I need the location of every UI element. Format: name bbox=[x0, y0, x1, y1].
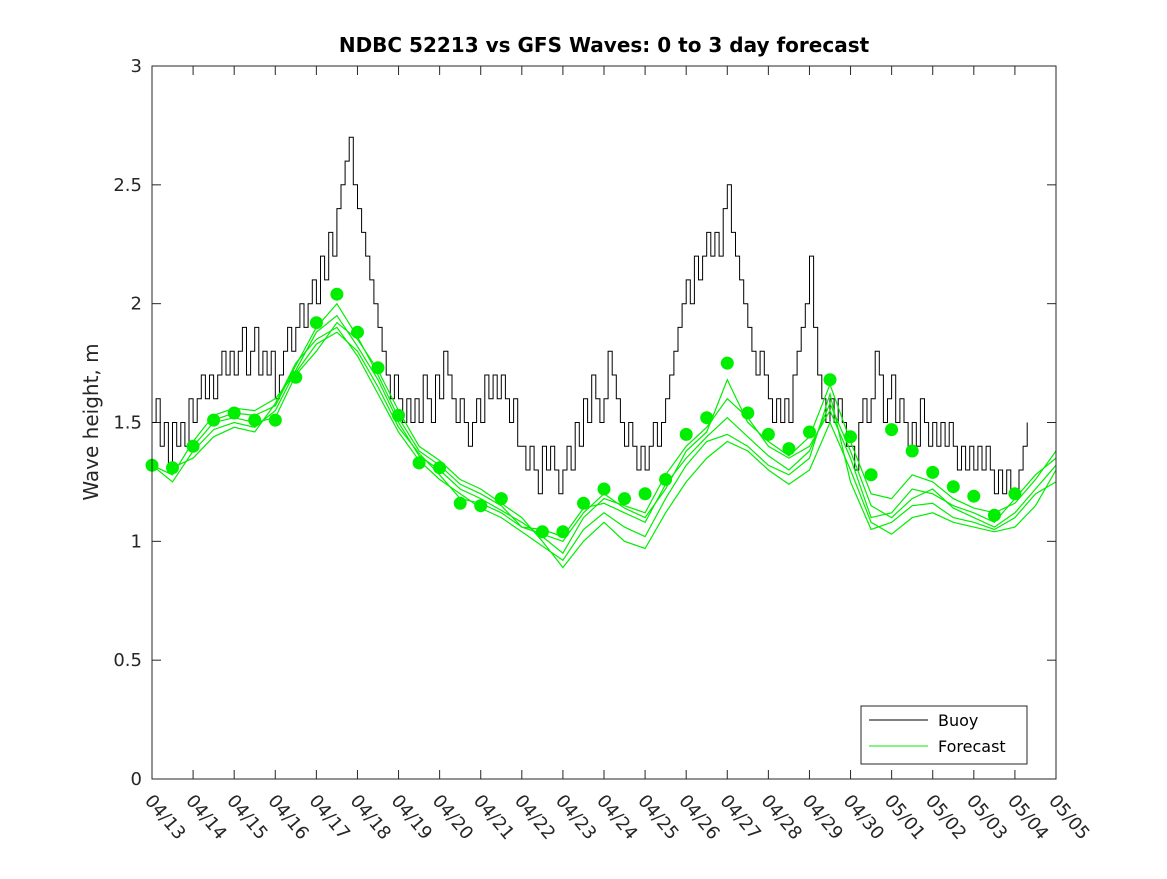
plot-frame bbox=[151, 65, 1057, 780]
forecast-marker bbox=[1008, 487, 1022, 501]
forecast-marker bbox=[700, 411, 714, 425]
x-tick-label: 04/29 bbox=[798, 791, 847, 844]
x-tick-label: 04/21 bbox=[469, 791, 518, 844]
forecast-marker bbox=[453, 496, 467, 510]
forecast-marker bbox=[618, 492, 631, 506]
forecast-marker bbox=[166, 461, 179, 475]
forecast-marker bbox=[330, 287, 344, 301]
forecast-marker bbox=[741, 406, 755, 420]
y-tick-label: 2.5 bbox=[113, 175, 142, 196]
legend: Buoy Forecast bbox=[860, 705, 1028, 765]
forecast-run-line bbox=[151, 314, 1057, 555]
forecast-marker bbox=[227, 406, 241, 420]
x-tick-label: 04/22 bbox=[510, 791, 559, 844]
forecast-marker bbox=[577, 496, 590, 510]
x-tick-label: 04/16 bbox=[263, 791, 312, 844]
forecast-marker bbox=[248, 413, 262, 427]
x-tick-label: 04/18 bbox=[346, 791, 395, 844]
x-tick-label: 04/14 bbox=[181, 791, 230, 844]
forecast-marker bbox=[761, 427, 775, 441]
forecast-marker bbox=[926, 465, 940, 479]
forecast-marker bbox=[371, 361, 385, 375]
forecast-marker bbox=[659, 473, 673, 486]
x-tick-label: 04/28 bbox=[757, 791, 806, 844]
x-tick-label: 04/30 bbox=[839, 791, 888, 844]
forecast-marker bbox=[268, 413, 282, 427]
x-tick-label: 04/17 bbox=[305, 791, 354, 844]
forecast-marker bbox=[885, 423, 899, 437]
forecast-marker bbox=[823, 373, 837, 387]
forecast-marker bbox=[309, 316, 323, 330]
forecast-marker bbox=[638, 487, 652, 501]
x-tick-label: 04/19 bbox=[387, 791, 436, 844]
y-tick-label: 3 bbox=[131, 56, 142, 77]
buoy-series bbox=[152, 136, 1028, 495]
y-tick-label: 2 bbox=[131, 294, 142, 315]
forecast-marker bbox=[782, 442, 796, 456]
x-tick-label: 04/13 bbox=[140, 791, 189, 844]
x-tick-label: 04/27 bbox=[715, 791, 764, 844]
forecast-marker bbox=[679, 427, 693, 441]
y-tick-label: 1 bbox=[131, 531, 142, 552]
forecast-marker bbox=[351, 325, 364, 339]
forecast-run-line bbox=[192, 321, 1057, 569]
forecast-marker bbox=[412, 456, 426, 470]
x-tick-label: 04/24 bbox=[592, 791, 641, 844]
y-tick-label: 0.5 bbox=[113, 650, 142, 671]
forecast-marker bbox=[720, 356, 734, 370]
x-tick-label: 05/04 bbox=[1003, 791, 1052, 844]
forecast-marker bbox=[433, 461, 447, 475]
legend-box bbox=[860, 705, 1028, 765]
x-tick-label: 05/01 bbox=[880, 791, 929, 844]
forecast-marker bbox=[207, 413, 221, 427]
forecast-marker bbox=[535, 525, 549, 539]
legend-forecast-label: Forecast bbox=[938, 737, 1006, 756]
forecast-marker bbox=[289, 370, 303, 384]
chart-title: NDBC 52213 vs GFS Waves: 0 to 3 day fore… bbox=[339, 33, 870, 57]
x-tick-label: 04/25 bbox=[633, 791, 682, 844]
x-tick-label: 05/03 bbox=[962, 791, 1011, 844]
forecast-markers bbox=[145, 287, 1022, 539]
forecast-marker bbox=[474, 499, 488, 513]
forecast-run-line bbox=[151, 331, 1057, 538]
x-tick-label: 04/15 bbox=[222, 791, 271, 844]
forecast-marker bbox=[987, 508, 1001, 522]
forecast-marker bbox=[946, 480, 960, 494]
x-tick-label: 04/23 bbox=[551, 791, 600, 844]
forecast-marker bbox=[803, 425, 816, 439]
x-tick-label: 05/05 bbox=[1044, 791, 1093, 844]
forecast-marker bbox=[864, 468, 878, 482]
forecast-marker bbox=[844, 430, 857, 444]
forecast-marker bbox=[597, 482, 611, 496]
forecast-marker bbox=[392, 408, 405, 422]
y-axis-label: Wave height, m bbox=[79, 343, 103, 500]
y-tick-label: 0 bbox=[131, 769, 142, 790]
forecast-marker bbox=[905, 444, 919, 458]
forecast-marker bbox=[967, 489, 981, 503]
x-tick-label: 04/20 bbox=[428, 791, 477, 844]
legend-buoy-label: Buoy bbox=[938, 711, 978, 730]
x-tick-label: 04/26 bbox=[674, 791, 723, 844]
forecast-run-line bbox=[172, 326, 1057, 562]
x-tick-label: 05/02 bbox=[921, 791, 970, 844]
forecast-marker bbox=[186, 439, 200, 453]
forecast-marker bbox=[494, 492, 508, 506]
y-tick-label: 1.5 bbox=[113, 413, 142, 434]
forecast-marker bbox=[556, 525, 570, 539]
buoy-line bbox=[152, 136, 1028, 495]
